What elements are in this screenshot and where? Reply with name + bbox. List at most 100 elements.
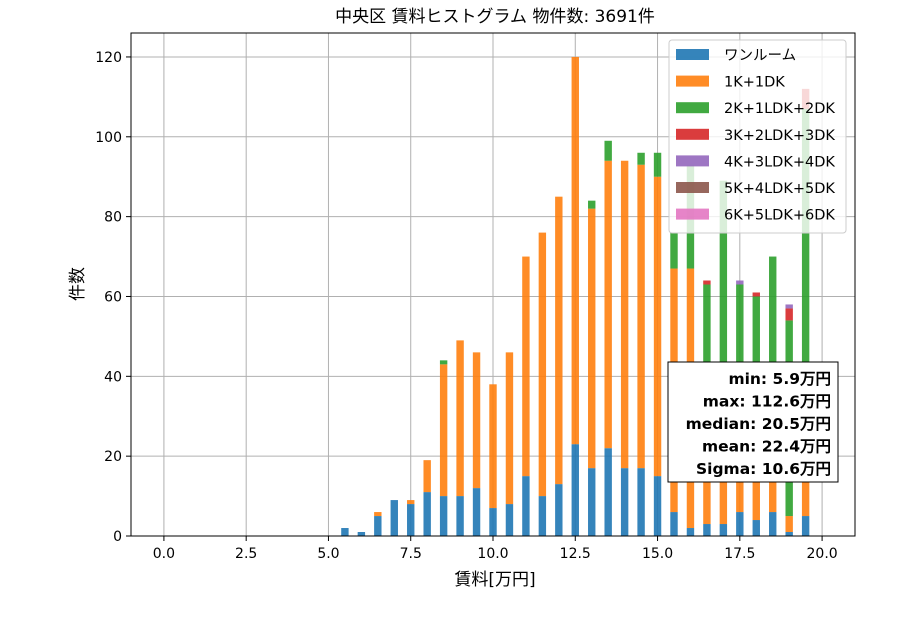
legend: ワンルーム 1K+1DK 2K+1LDK+2DK 3K+2LDK+3DK 4K+3LDK… bbox=[668, 39, 847, 234]
histogram-bar bbox=[785, 308, 793, 321]
legend-label: 3K+2LDK+3DK bbox=[724, 128, 835, 144]
histogram-bar bbox=[555, 484, 563, 536]
histogram-bar bbox=[637, 152, 645, 165]
y-axis-ticks: 0 20 40 60 80 100 120 bbox=[95, 50, 131, 545]
x-tick-label: 12.5 bbox=[560, 546, 591, 562]
histogram-bar bbox=[785, 532, 793, 536]
histogram-bar bbox=[620, 160, 629, 469]
histogram-bar bbox=[653, 476, 662, 536]
legend-swatch bbox=[676, 182, 709, 193]
y-axis-label: 件数 bbox=[68, 267, 88, 301]
histogram-bar bbox=[752, 520, 760, 536]
histogram-bar bbox=[604, 140, 612, 161]
legend-label: 5K+4LDK+5DK bbox=[724, 181, 835, 197]
stats-frame bbox=[667, 361, 839, 483]
histogram-bar bbox=[769, 512, 777, 536]
histogram-bar bbox=[703, 284, 711, 425]
histogram-bar bbox=[439, 364, 448, 497]
legend-swatch bbox=[676, 155, 709, 167]
histogram-bar bbox=[571, 444, 579, 536]
x-tick-label: 15.0 bbox=[642, 546, 673, 562]
y-tick-label: 20 bbox=[104, 449, 122, 465]
histogram-bar bbox=[456, 496, 464, 536]
histogram-bar bbox=[555, 196, 563, 485]
stats-line: max: 112.6万円 bbox=[703, 393, 831, 411]
y-tick-label: 0 bbox=[113, 529, 122, 545]
stats-line: median: 20.5万円 bbox=[686, 415, 831, 433]
y-tick-label: 120 bbox=[95, 50, 122, 66]
histogram-bar bbox=[736, 284, 744, 429]
histogram-bar bbox=[686, 528, 695, 536]
stats-line: min: 5.9万円 bbox=[728, 370, 831, 388]
histogram-bar bbox=[752, 292, 760, 297]
histogram-bar bbox=[785, 304, 793, 309]
histogram-bar bbox=[736, 512, 744, 536]
histogram-bar bbox=[752, 464, 760, 521]
legend-label: 2K+1LDK+2DK bbox=[724, 101, 835, 117]
histogram-bar bbox=[357, 532, 366, 536]
histogram-bar bbox=[407, 504, 415, 536]
stats-box: min: 5.9万円 max: 112.6万円 median: 20.5万円 mean… bbox=[667, 361, 839, 483]
legend-box bbox=[668, 39, 847, 234]
histogram-bar bbox=[522, 476, 530, 536]
histogram-bar bbox=[472, 488, 481, 536]
histogram-bar bbox=[588, 468, 596, 536]
histogram-bar bbox=[505, 504, 514, 536]
histogram-bar bbox=[604, 448, 612, 536]
y-tick-label: 60 bbox=[104, 289, 122, 305]
x-axis-label: 賃料[万円] bbox=[454, 570, 535, 590]
histogram-bar bbox=[703, 524, 711, 536]
x-tick-label: 2.5 bbox=[235, 546, 257, 562]
histogram-bar bbox=[736, 280, 744, 285]
histogram-bar bbox=[620, 468, 629, 536]
histogram-bar bbox=[374, 512, 382, 517]
legend-swatch bbox=[676, 49, 709, 60]
histogram-bar bbox=[571, 56, 579, 445]
y-tick-label: 80 bbox=[104, 210, 122, 226]
histogram-bar bbox=[588, 200, 596, 209]
legend-label: 4K+3LDK+4DK bbox=[724, 154, 835, 170]
stats-line: mean: 22.4万円 bbox=[702, 438, 831, 456]
histogram-bar bbox=[769, 256, 777, 453]
histogram-bar bbox=[538, 232, 547, 497]
histogram-bar bbox=[653, 176, 662, 477]
histogram-bar bbox=[801, 108, 810, 437]
histogram-bar bbox=[341, 528, 349, 536]
histogram-bar bbox=[588, 208, 596, 469]
y-tick-label: 100 bbox=[95, 130, 122, 146]
histogram-bar bbox=[489, 508, 497, 536]
histogram-bar bbox=[439, 360, 448, 365]
histogram-bar bbox=[719, 524, 728, 536]
legend-label: ワンルーム bbox=[724, 48, 796, 64]
x-tick-label: 7.5 bbox=[400, 546, 422, 562]
stats-line: Sigma: 10.6万円 bbox=[696, 460, 831, 478]
legend-swatch bbox=[676, 128, 709, 140]
legend-swatch bbox=[676, 75, 709, 87]
legend-swatch bbox=[676, 208, 709, 220]
histogram-bar bbox=[653, 152, 662, 177]
histogram-bar bbox=[374, 516, 382, 536]
histogram-bar bbox=[670, 232, 678, 269]
histogram-bar bbox=[719, 180, 728, 373]
x-tick-label: 10.0 bbox=[477, 546, 508, 562]
histogram-bar bbox=[538, 496, 547, 536]
histogram-bar bbox=[407, 500, 415, 505]
histogram-bar bbox=[604, 160, 612, 449]
histogram-bar bbox=[522, 256, 530, 477]
histogram-bar bbox=[703, 280, 711, 285]
histogram-bar bbox=[439, 496, 448, 536]
legend-swatch bbox=[676, 102, 709, 114]
histogram-bar bbox=[423, 492, 431, 536]
x-axis-ticks: 0.0 2.5 5.0 7.5 10.0 12.5 15.0 17.5 20.0 bbox=[153, 536, 838, 562]
histogram-bar bbox=[637, 164, 645, 469]
histogram-bar bbox=[505, 352, 514, 505]
histogram-bar bbox=[472, 352, 481, 489]
histogram-bar bbox=[801, 516, 810, 536]
histogram-bar bbox=[456, 340, 464, 497]
chart-title: 中央区 賃料ヒストグラム 物件数: 3691件 bbox=[335, 7, 655, 27]
legend-label: 6K+5LDK+6DK bbox=[724, 208, 835, 224]
histogram-bar bbox=[390, 500, 398, 536]
x-tick-label: 20.0 bbox=[807, 546, 838, 562]
x-tick-label: 5.0 bbox=[317, 546, 339, 562]
